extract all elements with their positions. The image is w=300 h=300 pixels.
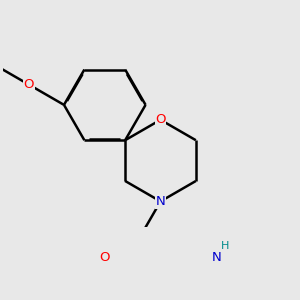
Text: O: O bbox=[155, 113, 166, 126]
Text: O: O bbox=[23, 78, 34, 91]
Text: N: N bbox=[156, 195, 165, 208]
Text: O: O bbox=[100, 250, 110, 264]
Text: N: N bbox=[212, 250, 221, 264]
Text: H: H bbox=[220, 241, 229, 250]
